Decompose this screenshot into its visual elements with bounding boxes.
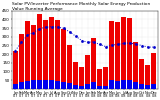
Bar xyxy=(127,18,132,89)
Bar xyxy=(55,81,60,89)
Bar xyxy=(67,45,72,89)
Bar xyxy=(49,17,54,89)
Text: Solar PV/Inverter Performance Monthly Solar Energy Production Value Running Aver: Solar PV/Inverter Performance Monthly So… xyxy=(12,2,150,11)
Bar xyxy=(139,84,144,89)
Bar xyxy=(97,86,102,89)
Bar xyxy=(152,53,156,89)
Bar xyxy=(19,82,24,89)
Bar xyxy=(127,80,132,89)
Bar xyxy=(25,81,30,89)
Bar xyxy=(97,69,102,89)
Bar xyxy=(103,86,108,89)
Bar xyxy=(19,34,24,89)
Bar xyxy=(49,80,54,89)
Bar xyxy=(73,62,78,89)
Bar xyxy=(73,85,78,89)
Bar xyxy=(133,82,138,89)
Bar xyxy=(115,22,120,89)
Bar xyxy=(115,81,120,89)
Bar xyxy=(85,84,90,89)
Bar xyxy=(13,51,18,89)
Bar xyxy=(43,20,48,89)
Bar xyxy=(79,86,84,89)
Bar xyxy=(25,21,30,89)
Bar xyxy=(152,84,156,89)
Bar xyxy=(67,83,72,89)
Bar xyxy=(31,25,36,89)
Bar xyxy=(43,80,48,89)
Bar xyxy=(55,20,60,89)
Bar xyxy=(121,80,126,89)
Bar xyxy=(91,82,96,89)
Bar xyxy=(37,80,42,89)
Bar xyxy=(61,29,66,89)
Bar xyxy=(121,17,126,89)
Bar xyxy=(133,42,138,89)
Bar xyxy=(145,85,150,89)
Bar xyxy=(103,67,108,89)
Bar xyxy=(85,55,90,89)
Bar xyxy=(145,65,150,89)
Bar xyxy=(109,21,114,89)
Bar xyxy=(139,59,144,89)
Bar xyxy=(37,14,42,89)
Bar xyxy=(109,80,114,89)
Bar xyxy=(79,67,84,89)
Bar xyxy=(31,80,36,89)
Bar xyxy=(13,84,18,89)
Bar xyxy=(61,82,66,89)
Bar xyxy=(91,38,96,89)
